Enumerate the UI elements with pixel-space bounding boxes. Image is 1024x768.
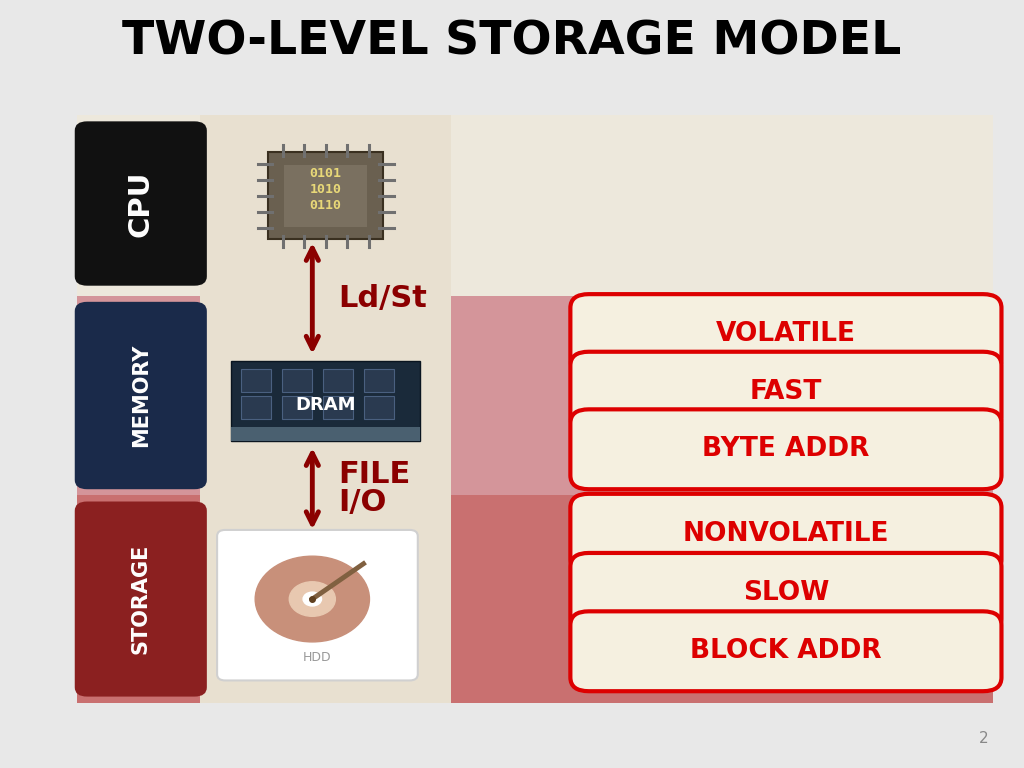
Bar — [285, 165, 368, 227]
FancyBboxPatch shape — [323, 369, 353, 392]
Bar — [77, 495, 993, 703]
FancyBboxPatch shape — [570, 494, 1001, 574]
Text: VOLATILE: VOLATILE — [716, 321, 856, 347]
Text: TWO-LEVEL STORAGE MODEL: TWO-LEVEL STORAGE MODEL — [123, 20, 901, 65]
FancyBboxPatch shape — [570, 352, 1001, 432]
FancyBboxPatch shape — [364, 369, 394, 392]
FancyBboxPatch shape — [323, 396, 353, 419]
FancyBboxPatch shape — [570, 611, 1001, 691]
Text: 0101
1010
0110: 0101 1010 0110 — [309, 167, 342, 212]
FancyBboxPatch shape — [241, 369, 271, 392]
FancyBboxPatch shape — [570, 409, 1001, 489]
FancyBboxPatch shape — [217, 530, 418, 680]
Circle shape — [289, 582, 336, 616]
FancyBboxPatch shape — [364, 396, 394, 419]
Text: FILE
I/O: FILE I/O — [338, 460, 411, 517]
FancyBboxPatch shape — [570, 294, 1001, 374]
Circle shape — [255, 556, 370, 642]
Circle shape — [303, 592, 322, 606]
Text: CPU: CPU — [127, 170, 155, 237]
Bar — [231, 427, 420, 441]
Text: DRAM: DRAM — [295, 396, 356, 414]
Bar — [77, 115, 993, 296]
Text: SLOW: SLOW — [742, 580, 829, 606]
FancyBboxPatch shape — [268, 152, 383, 240]
Text: BLOCK ADDR: BLOCK ADDR — [690, 638, 882, 664]
Bar — [200, 115, 451, 703]
FancyBboxPatch shape — [241, 396, 271, 419]
Text: FAST: FAST — [750, 379, 822, 405]
FancyBboxPatch shape — [75, 502, 207, 697]
FancyBboxPatch shape — [282, 396, 312, 419]
Text: HDD: HDD — [303, 650, 332, 664]
Text: NONVOLATILE: NONVOLATILE — [683, 521, 889, 547]
Bar — [77, 296, 993, 495]
Text: MEMORY: MEMORY — [131, 344, 151, 447]
Bar — [231, 361, 420, 441]
FancyBboxPatch shape — [570, 553, 1001, 633]
FancyBboxPatch shape — [75, 121, 207, 286]
Text: BYTE ADDR: BYTE ADDR — [702, 436, 869, 462]
FancyBboxPatch shape — [282, 369, 312, 392]
Text: Ld/St: Ld/St — [338, 284, 427, 313]
FancyBboxPatch shape — [75, 302, 207, 489]
Text: STORAGE: STORAGE — [131, 544, 151, 654]
Text: 2: 2 — [979, 731, 988, 746]
